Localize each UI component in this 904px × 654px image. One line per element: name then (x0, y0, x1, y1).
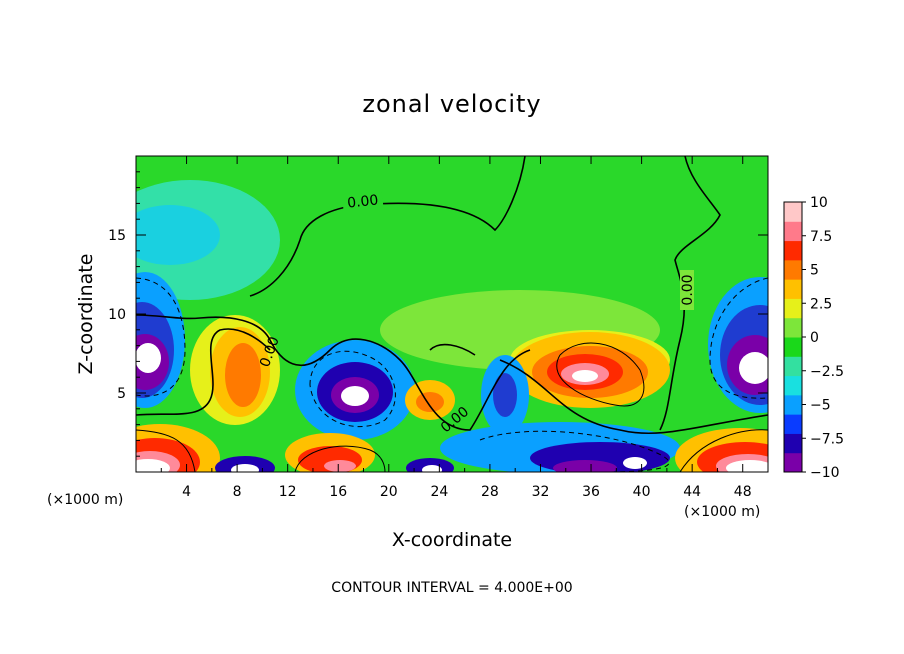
pos-bottom-mid-core (324, 460, 356, 472)
pos-bottom-right-center (726, 460, 768, 472)
plot-area: 0.00 0.00 0.00 0.00 (135, 155, 769, 473)
x-tick-label: 36 (582, 484, 600, 500)
neg-streak-mid-core (493, 373, 517, 417)
y-axis-label: Z-coordinate (75, 254, 97, 375)
x-tick-label: 8 (233, 484, 242, 500)
colorbar: 10 7.5 5 2.5 0 −2.5 −5 −7.5 −10 (783, 195, 844, 481)
contour-label: 0.00 (346, 192, 379, 211)
pos-bottom-left-center (136, 459, 170, 472)
contour-zero-mid (136, 314, 531, 431)
y-tick-label: 10 (108, 307, 126, 323)
neg-bottom-x22-center (422, 465, 442, 472)
colorbar-swatch (784, 337, 802, 357)
chart-title: zonal velocity (362, 90, 541, 118)
x-tick-label: 4 (182, 484, 191, 500)
colorbar-tick-label: 5 (810, 263, 819, 279)
x-tick-label: 32 (532, 484, 550, 500)
colorbar-swatch (784, 240, 802, 261)
y-axis-ticks: 5 10 15 (108, 171, 768, 457)
neg-bottom-x9-center (231, 464, 259, 472)
colorbar-swatch (784, 433, 802, 454)
neg-bottom-x22 (406, 458, 454, 472)
x-tick-label: 28 (481, 484, 499, 500)
region-upper-left-core (136, 205, 220, 265)
contour-zero-right-lower (499, 359, 768, 435)
y-tick-label: 5 (117, 386, 126, 402)
contour-negative (136, 277, 768, 472)
x-tick-label: 48 (734, 484, 752, 500)
x-unit-left: (×1000 m) (47, 492, 123, 508)
colorbar-swatch (784, 279, 802, 299)
contour-pos-right (556, 342, 645, 407)
colorbar-swatch (784, 221, 802, 242)
colorbar-swatch (784, 414, 802, 434)
colorbar-tick-label: 7.5 (810, 229, 832, 245)
y-tick-label: 15 (108, 228, 126, 244)
x-unit-right: (×1000 m) (684, 504, 760, 520)
colorbar-swatch (784, 202, 802, 222)
x-tick-label: 20 (380, 484, 398, 500)
contour-pos-bottom-right (679, 429, 768, 472)
colorbar-tick-label: −2.5 (810, 364, 844, 380)
x-tick-label: 44 (683, 484, 701, 500)
colorbar-tick-label: −7.5 (810, 431, 844, 447)
x-tick-label: 12 (279, 484, 297, 500)
left-negative-center (136, 343, 161, 373)
x-axis-ticks: 4 8 12 16 20 24 28 32 36 40 44 48 (160, 156, 752, 500)
x-tick-label: 40 (633, 484, 651, 500)
contour-zero-small (429, 343, 476, 356)
contour-neg-mid (309, 350, 396, 428)
contour-label: 0.00 (680, 274, 696, 305)
contour-positive (136, 342, 768, 472)
contour-neg-right (709, 277, 768, 399)
contour-interval-note: CONTOUR INTERVAL = 4.000E+00 (331, 580, 572, 596)
colorbar-tick-label: 10 (810, 195, 828, 211)
pos-blob-right-center (572, 370, 598, 382)
contour-zero-right (659, 156, 721, 431)
x-tick-label: 16 (329, 484, 347, 500)
x-axis-label: X-coordinate (392, 529, 512, 551)
colorbar-swatch (784, 298, 802, 319)
colorbar-swatch (784, 317, 802, 338)
colorbar-swatch (784, 394, 802, 415)
contour-pos-bottom-left (136, 429, 196, 472)
contour-pos-bottom-mid (294, 445, 386, 472)
colorbar-tick-label: −10 (810, 465, 840, 481)
colorbar-tick-label: 2.5 (810, 296, 832, 312)
contour-zero-left (136, 328, 271, 416)
colorbar-swatch (784, 259, 802, 280)
colorbar-swatch (784, 375, 802, 396)
neg-band-lower-center (623, 457, 647, 469)
x-tick-label: 24 (430, 484, 448, 500)
right-negative-center (739, 352, 768, 384)
contour-neg-lower (479, 430, 670, 472)
colorbar-swatch (784, 356, 802, 377)
neg-band-lower-core (553, 460, 617, 472)
colorbar-tick-label: −5 (810, 398, 831, 414)
pos-lobe-left-core (225, 343, 261, 407)
colorbar-swatch (784, 452, 802, 473)
colorbar-tick-label: 0 (810, 330, 819, 346)
neg-vortex-mid-center (341, 386, 369, 406)
pos-lobe-small-core (416, 392, 444, 412)
